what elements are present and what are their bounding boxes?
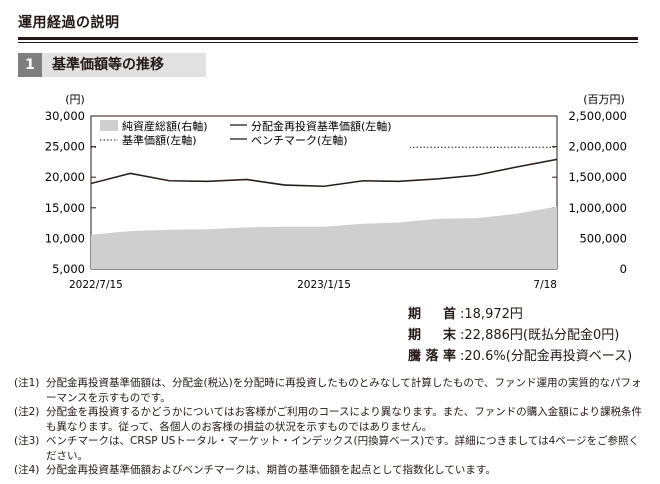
legend-nav: 基準価額(左軸) bbox=[122, 133, 197, 147]
section-title: 基準価額等の推移 bbox=[52, 57, 164, 73]
footnotes: (注1) 分配金再投資基準価額は、分配金(税込)を分配時に再投資したものとみなし… bbox=[14, 376, 644, 478]
footnote-key: (注2) bbox=[14, 406, 40, 418]
summary-key: 騰落率 bbox=[408, 349, 456, 364]
summary-sep: : bbox=[460, 328, 465, 343]
left-tick-label: 5,000 bbox=[52, 262, 85, 276]
left-tick-label: 25,000 bbox=[45, 140, 85, 154]
left-unit-label: (円) bbox=[65, 93, 85, 106]
footnote: (注1) 分配金再投資基準価額は、分配金(税込)を分配時に再投資したものとみなし… bbox=[14, 376, 644, 405]
footnote-text: 分配金再投資基準価額およびベンチマークは、期首の基準価額を起点として指数化してい… bbox=[46, 464, 496, 476]
footnote: (注2) 分配金を再投資するかどうかについてはお客様がご利用のコースにより異なり… bbox=[14, 405, 644, 434]
footnote-key: (注1) bbox=[14, 377, 40, 389]
right-tick-label: 2,000,000 bbox=[568, 140, 627, 154]
right-tick-label: 0 bbox=[620, 262, 627, 276]
legend-net-assets: 純資産総額(右軸) bbox=[122, 119, 208, 133]
title-rule-thick bbox=[18, 37, 638, 40]
summary-key: 期末 bbox=[408, 328, 456, 343]
title-rule-thin bbox=[18, 42, 638, 43]
right-tick-label: 1,000,000 bbox=[568, 201, 627, 215]
footnote-text: 分配金再投資基準価額は、分配金(税込)を分配時に再投資したものとみなして計算した… bbox=[46, 377, 642, 404]
right-unit-label: (百万円) bbox=[583, 93, 625, 106]
summary-value: 22,886円(既払分配金0円) bbox=[464, 328, 620, 343]
footnote-key: (注4) bbox=[14, 464, 40, 476]
summary-sep: : bbox=[460, 349, 465, 364]
summary-value: 20.6%(分配金再投資ベース) bbox=[464, 349, 633, 364]
summary-row-start: 期首 : 18,972円 bbox=[408, 304, 632, 325]
summary-key: 期首 bbox=[408, 307, 456, 322]
net-assets-area bbox=[91, 206, 557, 269]
reinvested-nav-line bbox=[90, 158, 558, 188]
left-tick-label: 20,000 bbox=[45, 170, 85, 184]
summary-row-end: 期末 : 22,886円(既払分配金0円) bbox=[408, 325, 632, 346]
summary-value: 18,972円 bbox=[464, 307, 523, 322]
section-header: 1 基準価額等の推移 bbox=[18, 53, 206, 77]
left-tick-label: 10,000 bbox=[45, 231, 85, 245]
right-tick-label: 500,000 bbox=[579, 231, 627, 245]
left-tick-label: 30,000 bbox=[45, 109, 85, 123]
legend-benchmark: ベンチマーク(左軸) bbox=[251, 133, 348, 147]
footnote-text: ベンチマークは、CRSP USトータル・マーケット・インデックス(円換算ベース)… bbox=[46, 435, 640, 462]
legend-box bbox=[96, 117, 410, 148]
section-number: 1 bbox=[18, 53, 42, 77]
footnote-key: (注3) bbox=[14, 435, 40, 447]
page-title: 運用経過の説明 bbox=[18, 15, 120, 31]
x-tick-label: 2023/1/15 bbox=[297, 279, 351, 291]
x-tick-label: 7/18 bbox=[533, 279, 557, 291]
x-tick-label: 2022/7/15 bbox=[69, 279, 123, 291]
nav-chart: (円) (百万円) 5,000 10,000 15,000 20,000 25,000 3… bbox=[45, 93, 627, 291]
legend-swatch-net-assets bbox=[100, 120, 118, 131]
legend: 純資産総額(右軸) 基準価額(左軸) 分配金再投資基準価額(左軸) ベンチマーク… bbox=[96, 117, 410, 148]
right-tick-label: 1,500,000 bbox=[568, 170, 627, 184]
left-axis-unit: (円) bbox=[65, 93, 85, 106]
left-tick-label: 15,000 bbox=[45, 201, 85, 215]
footnote: (注4) 分配金再投資基準価額およびベンチマークは、期首の基準価額を起点として指… bbox=[14, 463, 644, 478]
footnote: (注3) ベンチマークは、CRSP USトータル・マーケット・インデックス(円換… bbox=[14, 434, 644, 463]
summary-sep: : bbox=[460, 307, 465, 322]
legend-reinvested: 分配金再投資基準価額(左軸) bbox=[251, 119, 392, 133]
footnote-text: 分配金を再投資するかどうかについてはお客様がご利用のコースにより異なります。また… bbox=[46, 406, 642, 433]
performance-summary: 期首 : 18,972円 期末 : 22,886円(既払分配金0円) 騰落率 :… bbox=[408, 304, 632, 367]
summary-row-return: 騰落率 : 20.6%(分配金再投資ベース) bbox=[408, 346, 632, 367]
right-tick-label: 2,500,000 bbox=[568, 109, 627, 123]
